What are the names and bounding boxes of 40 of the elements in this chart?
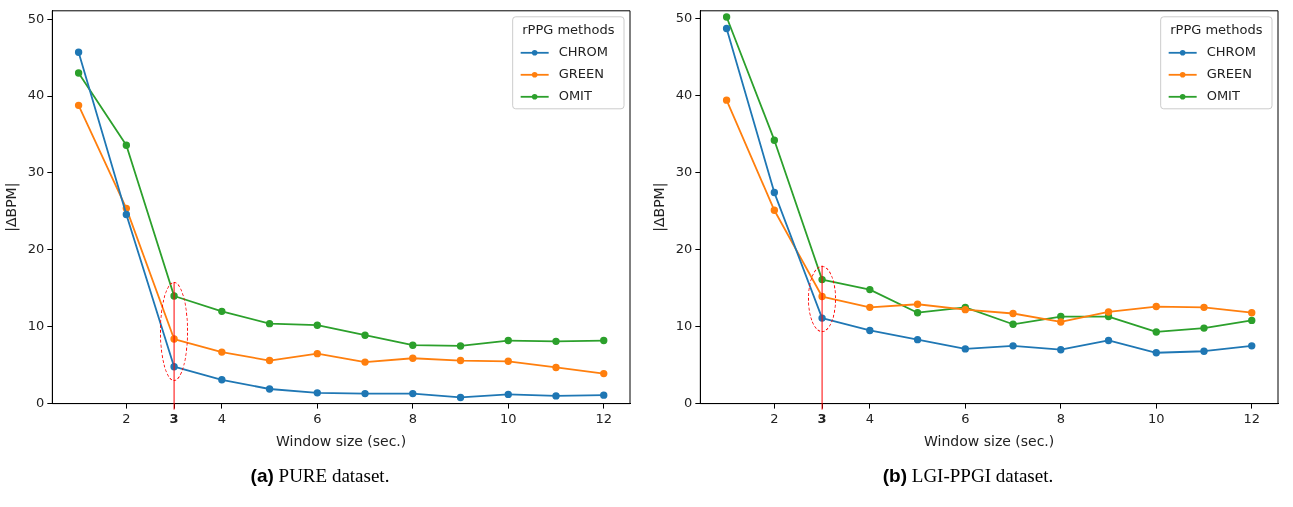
x-tick-label: 12: [595, 410, 613, 426]
x-tick-label: 6: [313, 410, 322, 426]
x-tick-label: 12: [1243, 410, 1261, 426]
legend-title: rPPG methods: [522, 22, 615, 38]
x-tick-label: 2: [770, 410, 779, 426]
x-tick-label: 8: [1056, 410, 1065, 426]
x-tick-label: 4: [865, 410, 874, 426]
legend-label: OMIT: [558, 88, 592, 104]
legend-label: CHROM: [1206, 44, 1257, 60]
y-tick-label: 50: [675, 9, 693, 25]
y-tick-label: 40: [675, 86, 693, 102]
legend-title: rPPG methods: [1170, 22, 1263, 38]
y-axis-title: |ΔBPM|: [3, 182, 21, 232]
y-tick-label: 0: [684, 394, 693, 410]
y-tick-label: 30: [675, 163, 693, 179]
x-tick-label: 10: [499, 410, 517, 426]
y-tick-label: 20: [675, 240, 693, 256]
x-tick-label: 6: [961, 410, 970, 426]
x-axis-title: Window size (sec.): [924, 433, 1055, 450]
legend-label: OMIT: [1206, 88, 1240, 104]
text: (b) LGI-PPGI dataset.: [882, 465, 1054, 486]
y-tick-label: 40: [27, 87, 45, 103]
x-tick-label: 10: [1147, 410, 1165, 426]
y-axis-title: |ΔBPM|: [651, 182, 669, 232]
legend-label: GREEN: [1206, 66, 1252, 82]
x-tick-label: 2: [122, 410, 131, 426]
y-tick-label: 20: [27, 241, 45, 257]
text: (a) PURE dataset.: [250, 465, 390, 486]
y-tick-label: 50: [27, 10, 45, 26]
y-tick-label: 0: [36, 394, 45, 410]
y-tick-label: 10: [27, 318, 45, 334]
x-axis-title: Window size (sec.): [276, 433, 407, 450]
x-tick-label: 4: [217, 410, 226, 426]
legend-label: CHROM: [558, 44, 609, 60]
y-tick-label: 30: [27, 164, 45, 180]
x-tick-label: 3: [169, 410, 179, 426]
x-tick-label: 3: [817, 410, 827, 426]
y-tick-label: 10: [675, 317, 693, 333]
x-tick-label: 8: [408, 410, 417, 426]
legend-label: GREEN: [558, 66, 604, 82]
